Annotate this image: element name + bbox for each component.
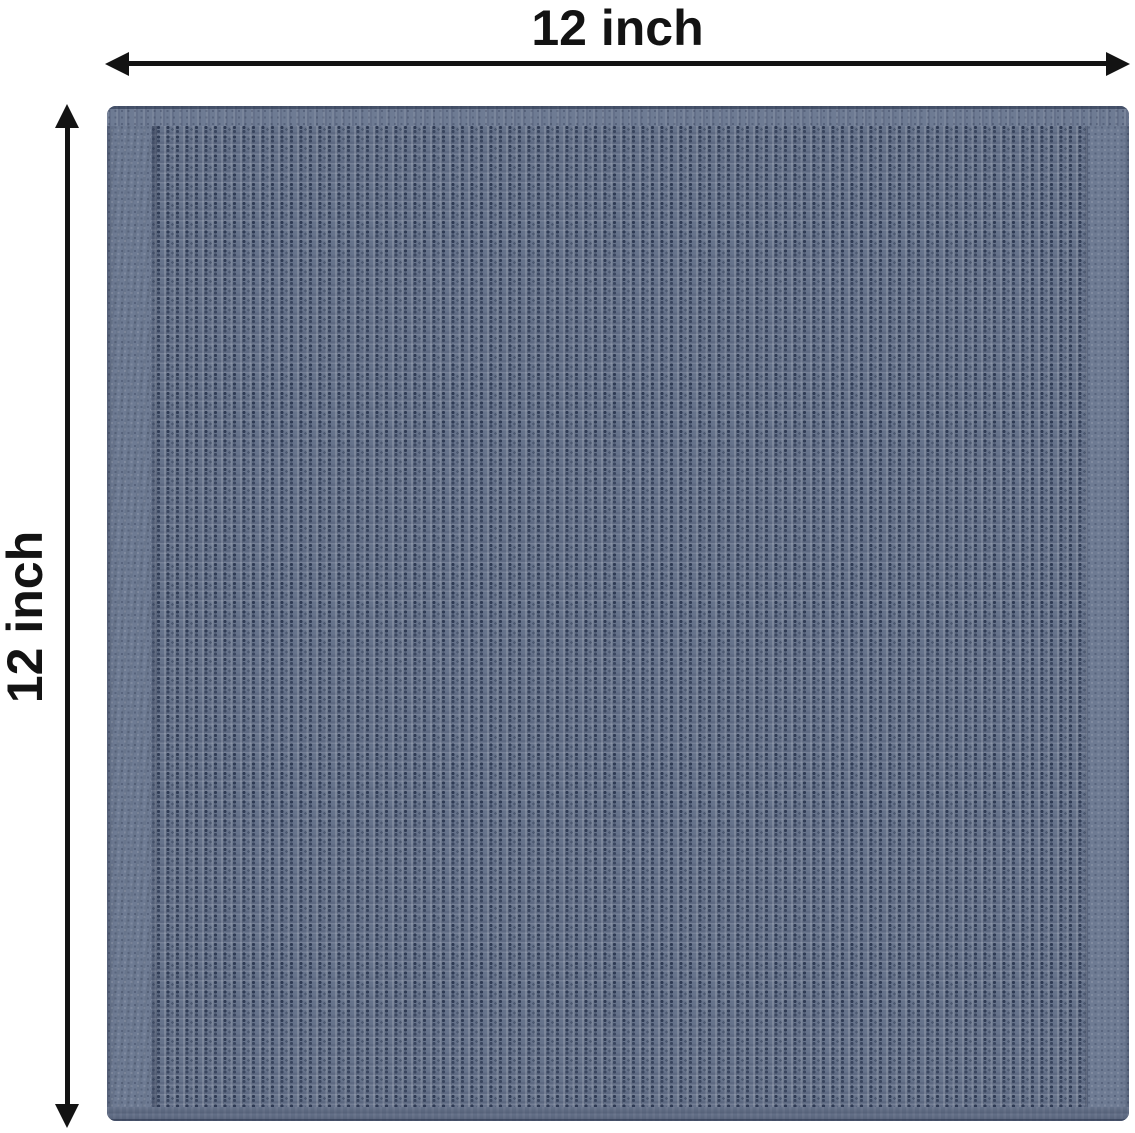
towel-image: [107, 106, 1129, 1121]
height-dimension-arrow: [55, 104, 80, 1128]
towel-left-hem: [107, 106, 151, 1121]
width-arrow-line: [123, 61, 1112, 66]
width-dimension-label: 12 inch: [531, 0, 704, 56]
arrowhead-down-icon: [55, 1104, 79, 1128]
towel-left-seam-line: [152, 121, 157, 1111]
towel-bottom-hem: [107, 1107, 1129, 1121]
towel-right-hem: [1087, 106, 1129, 1121]
height-dimension-label: 12 inch: [0, 530, 53, 704]
width-dimension-arrow: [105, 52, 1130, 76]
height-arrow-line: [65, 122, 70, 1110]
arrowhead-right-icon: [1106, 52, 1130, 76]
towel-right-seam-line: [1085, 121, 1088, 1111]
towel-top-hem: [107, 106, 1129, 126]
